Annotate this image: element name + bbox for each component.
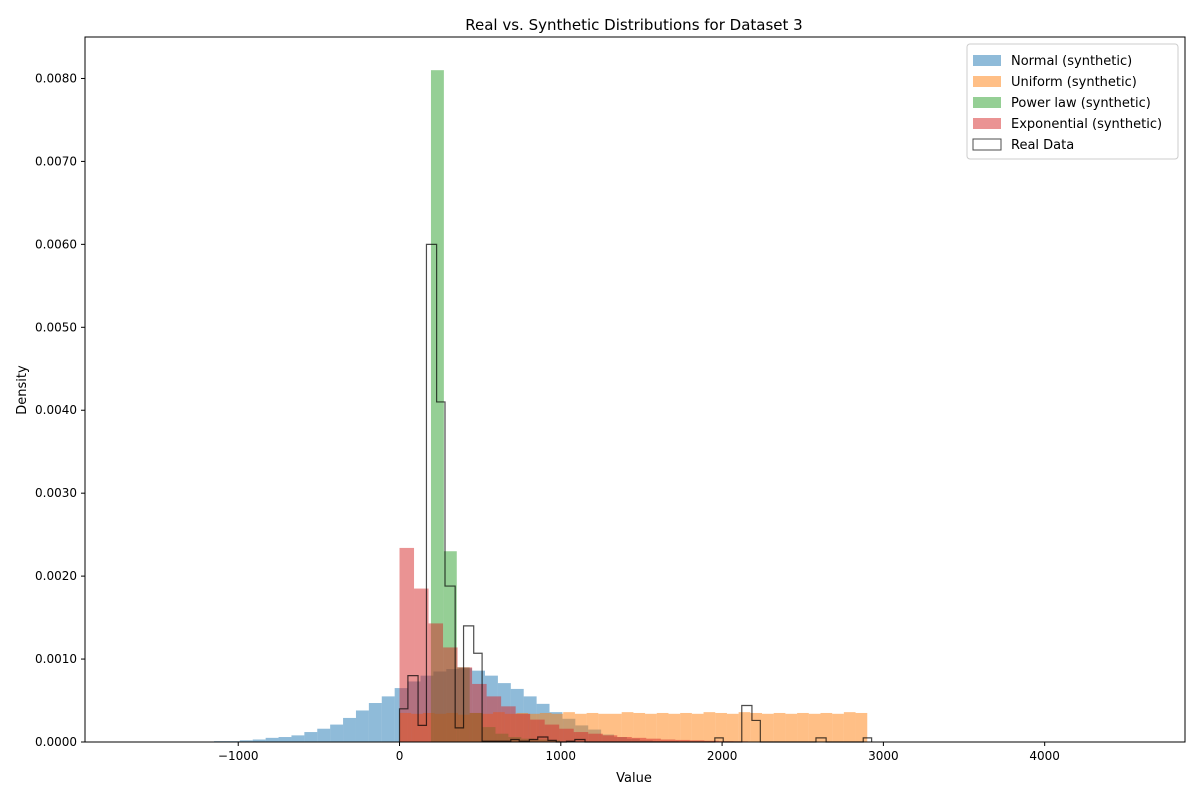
- histogram-bar: [501, 706, 516, 742]
- histogram-bar: [645, 714, 657, 742]
- histogram-bar: [356, 710, 369, 742]
- legend-swatch: [973, 118, 1001, 129]
- histogram-bar: [330, 725, 343, 742]
- histogram-bar: [762, 714, 774, 742]
- histogram-bar: [657, 713, 669, 742]
- x-tick-label: 4000: [1029, 749, 1060, 763]
- histogram-bar: [588, 734, 603, 742]
- histogram-bar: [739, 712, 751, 742]
- histogram-bar: [785, 714, 797, 742]
- legend-label: Exponential (synthetic): [1011, 117, 1162, 132]
- x-tick-label: −1000: [218, 749, 259, 763]
- legend: Normal (synthetic) Uniform (synthetic) Pow…: [967, 44, 1178, 159]
- histogram-bar: [574, 732, 589, 742]
- histogram-bar: [279, 737, 292, 742]
- y-tick-label: 0.0080: [35, 71, 77, 85]
- x-tick-label: 1000: [546, 749, 577, 763]
- histogram-bar: [692, 714, 704, 742]
- legend-swatch: [973, 55, 1001, 66]
- histogram-bar: [317, 729, 330, 742]
- y-tick-label: 0.0010: [35, 652, 77, 666]
- histogram-bar: [797, 713, 809, 742]
- x-tick-label: 3000: [868, 749, 899, 763]
- y-tick-label: 0.0050: [35, 320, 77, 334]
- bars-layer: [214, 70, 872, 742]
- histogram-bar: [400, 548, 415, 742]
- histogram-bar: [633, 713, 645, 742]
- y-tick-label: 0.0030: [35, 486, 77, 500]
- histogram-bar: [832, 714, 844, 742]
- histogram-bar: [516, 714, 531, 742]
- legend-label: Uniform (synthetic): [1011, 75, 1137, 90]
- histogram-bar: [343, 718, 356, 742]
- legend-label: Real Data: [1011, 138, 1074, 153]
- x-tick-label: 2000: [707, 749, 738, 763]
- histogram-bar: [617, 737, 632, 742]
- legend-label: Normal (synthetic): [1011, 54, 1132, 69]
- x-tick-label: 0: [396, 749, 404, 763]
- histogram-bar: [680, 713, 692, 742]
- histogram-bar: [632, 738, 647, 742]
- histogram-bar: [266, 738, 279, 742]
- histogram-bar: [603, 735, 618, 742]
- histogram-bar: [774, 713, 786, 742]
- x-axis-ticks: −1000 0 1000 2000 3000 4000: [218, 742, 1060, 763]
- y-axis-label: Density: [15, 365, 30, 415]
- histogram-bar: [559, 729, 574, 742]
- y-axis-ticks: 0.0000 0.0010 0.0020 0.0030 0.0040 0.0050 0.00…: [35, 71, 85, 749]
- y-tick-label: 0.0070: [35, 154, 77, 168]
- chart-title: Real vs. Synthetic Distributions for Dat…: [465, 16, 802, 34]
- histogram-bar: [369, 703, 382, 742]
- legend-label: Power law (synthetic): [1011, 96, 1151, 111]
- histogram-bar: [668, 714, 680, 742]
- histogram-bar: [472, 684, 487, 742]
- y-tick-label: 0.0020: [35, 569, 77, 583]
- histogram-bar: [487, 696, 502, 742]
- histogram-bar: [458, 667, 473, 742]
- series-2: [431, 70, 560, 742]
- histogram-bar: [304, 732, 317, 742]
- histogram-bar: [844, 712, 856, 742]
- y-tick-label: 0.0060: [35, 237, 77, 251]
- x-axis-label: Value: [616, 771, 652, 786]
- histogram-bar: [727, 714, 739, 742]
- histogram-bar: [545, 725, 560, 742]
- y-tick-label: 0.0000: [35, 735, 77, 749]
- y-tick-label: 0.0040: [35, 403, 77, 417]
- histogram-bar: [382, 696, 395, 742]
- histogram-bar: [429, 623, 444, 742]
- histogram-bar: [704, 712, 716, 742]
- legend-swatch: [973, 76, 1001, 87]
- histogram-bar: [291, 735, 304, 742]
- legend-swatch: [973, 97, 1001, 108]
